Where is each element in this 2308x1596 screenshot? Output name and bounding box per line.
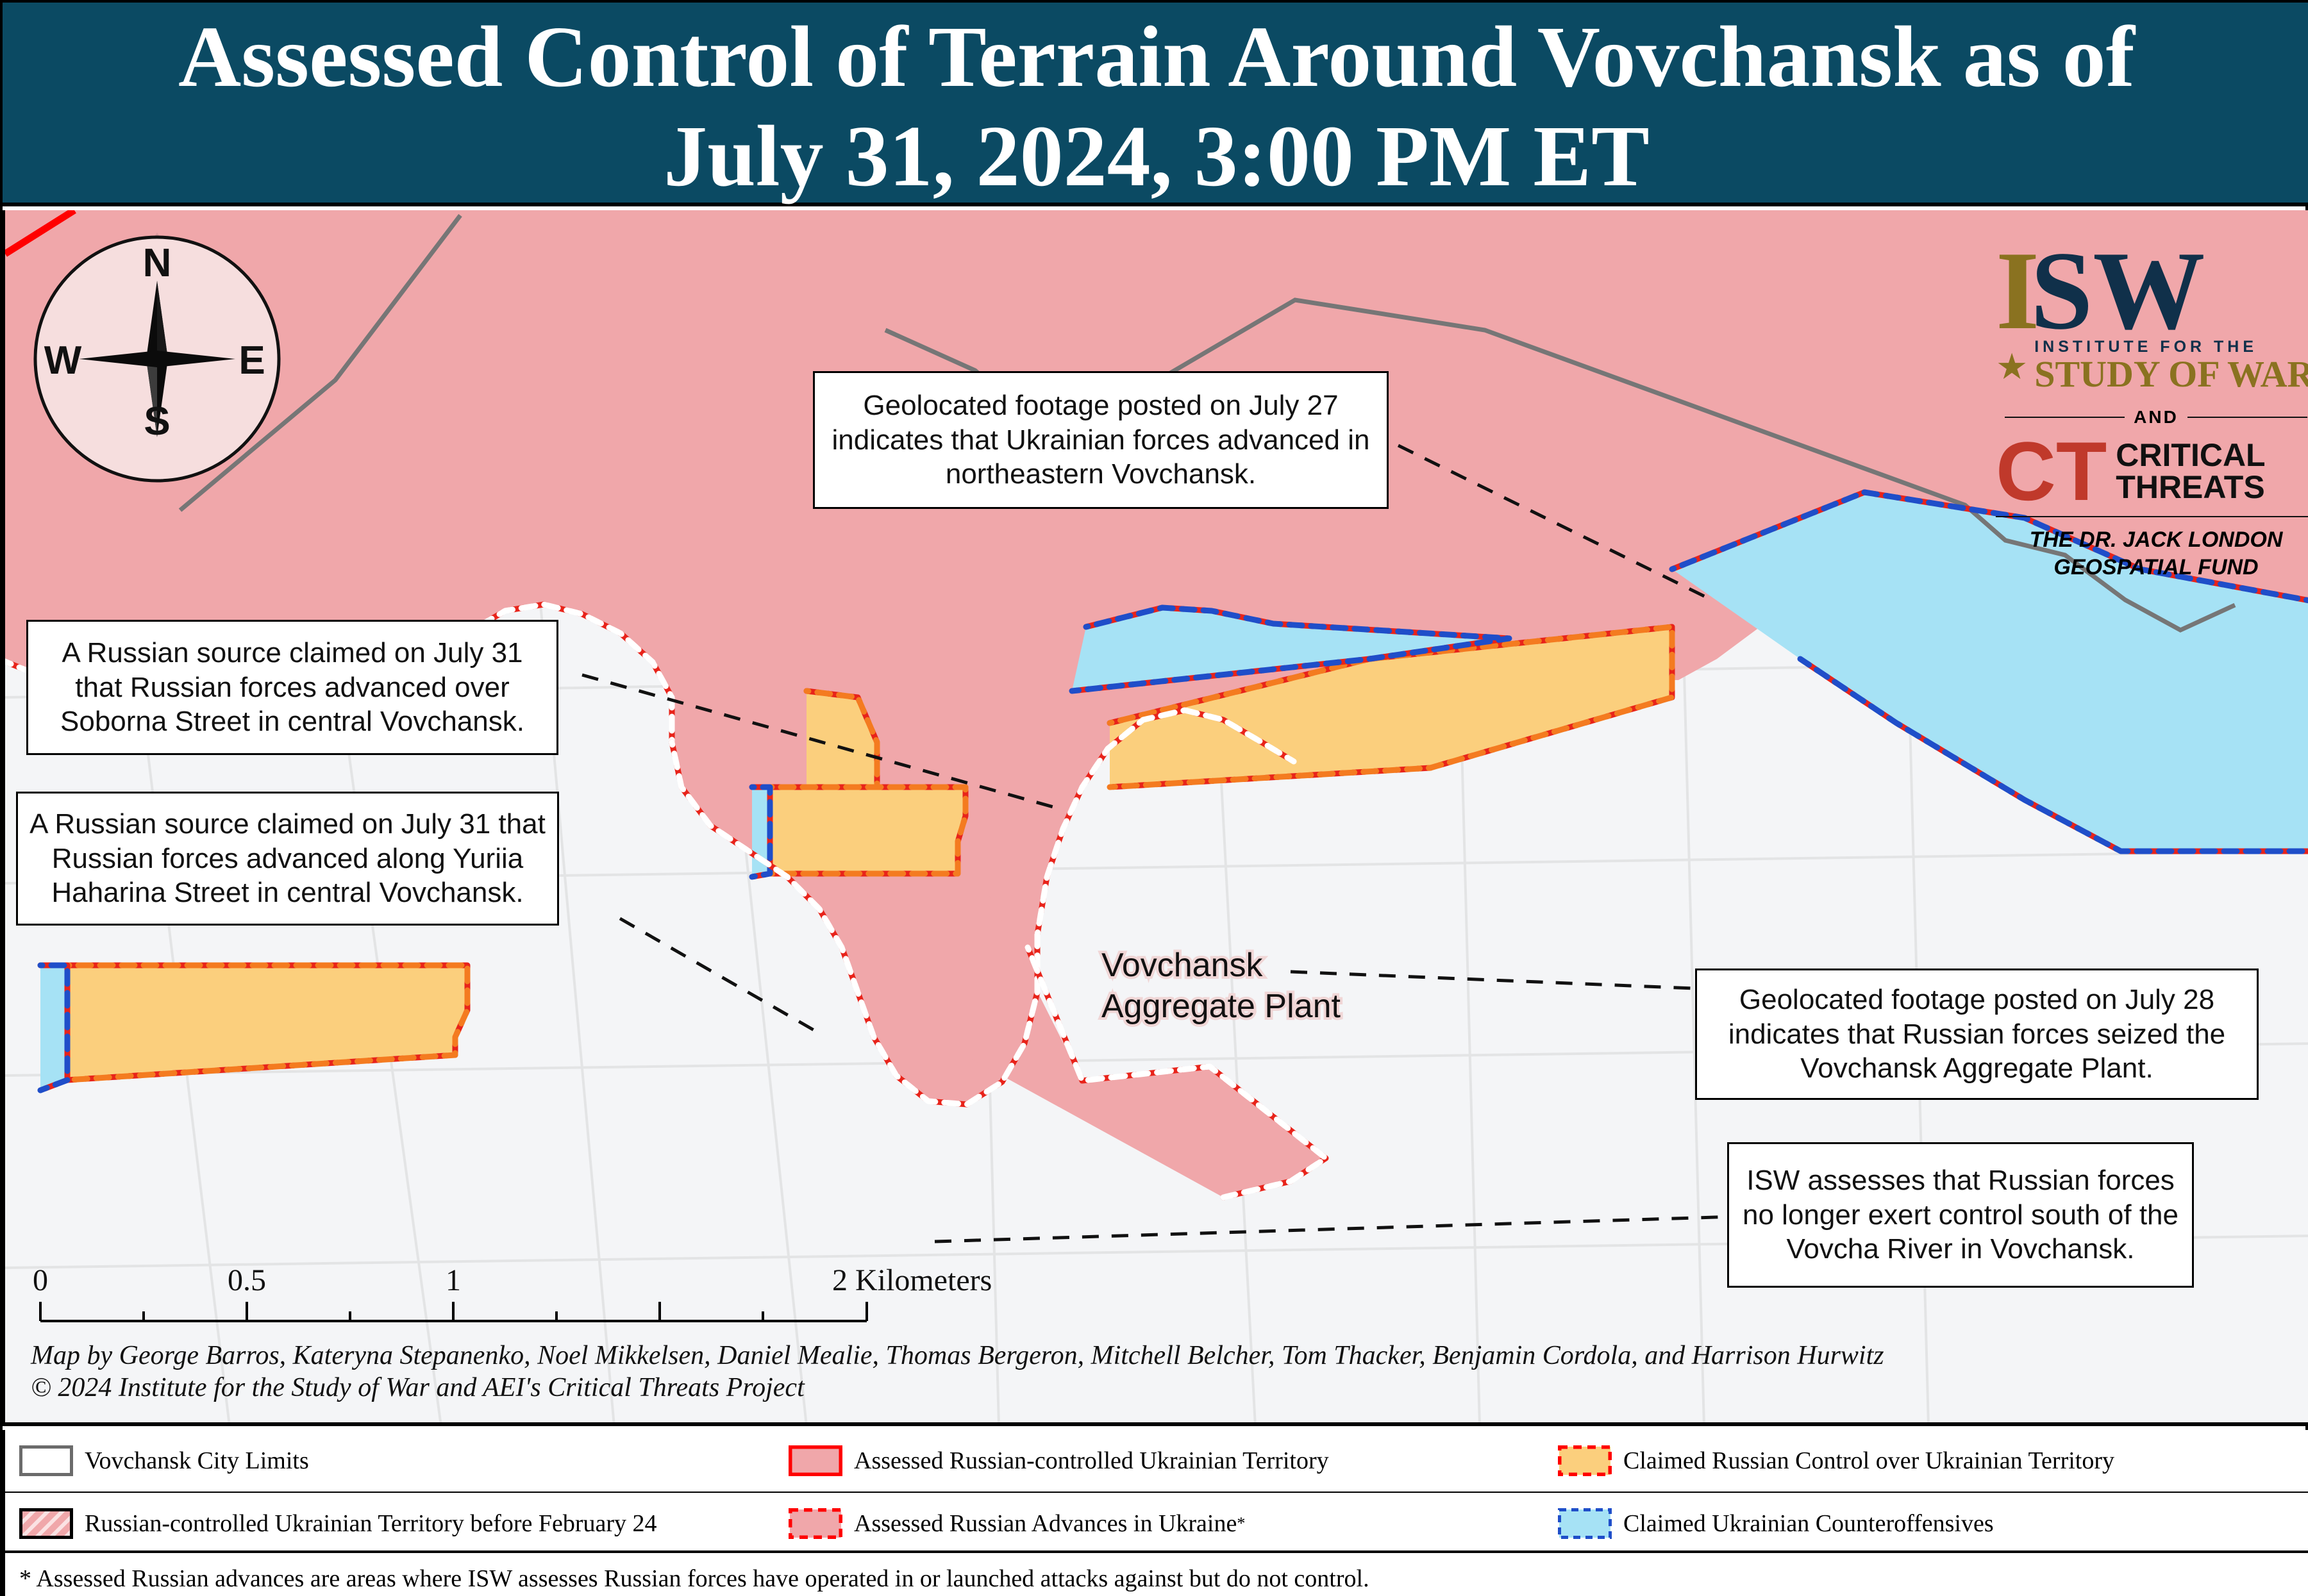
svg-text:2 Kilometers: 2 Kilometers bbox=[832, 1263, 992, 1297]
svg-text:Vovchansk: Vovchansk bbox=[1101, 947, 1263, 984]
svg-text:E: E bbox=[238, 338, 265, 383]
svg-text:0: 0 bbox=[33, 1263, 48, 1297]
svg-text:N: N bbox=[143, 241, 172, 285]
svg-text:Map by George Barros, Kateryna: Map by George Barros, Kateryna Stepanenk… bbox=[30, 1341, 1884, 1370]
svg-text:S: S bbox=[144, 399, 170, 444]
svg-text:Aggregate Plant: Aggregate Plant bbox=[1101, 988, 1341, 1025]
svg-text:W: W bbox=[44, 338, 82, 383]
svg-text:© 2024 Institute for the Study: © 2024 Institute for the Study of War an… bbox=[31, 1373, 805, 1402]
svg-text:0.5: 0.5 bbox=[228, 1263, 266, 1297]
svg-text:1: 1 bbox=[446, 1263, 461, 1297]
